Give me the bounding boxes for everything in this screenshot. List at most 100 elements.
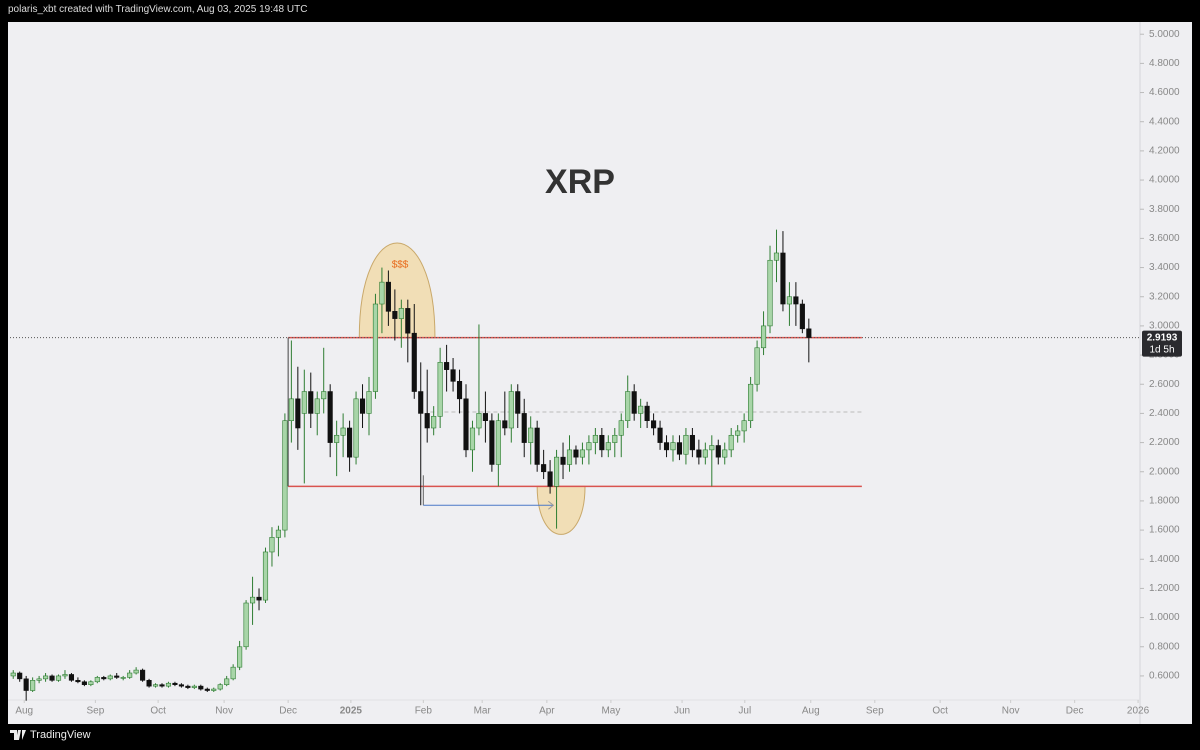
candle-body <box>198 685 204 690</box>
y-tick-label: 2.4000 <box>1149 408 1180 419</box>
y-tick-label: 4.4000 <box>1149 116 1180 127</box>
candle-body <box>547 471 553 487</box>
candle-body <box>469 427 476 451</box>
candle-body <box>211 688 217 691</box>
candle-body <box>101 677 107 680</box>
candle-body <box>793 296 799 305</box>
candle-body <box>379 281 385 305</box>
candle-body <box>534 427 540 465</box>
countdown-label: 1d 5h <box>1149 344 1174 355</box>
x-tick-label: Oct <box>932 706 948 717</box>
candle-body <box>185 685 191 688</box>
candle-body <box>495 420 501 465</box>
y-tick-label: 4.0000 <box>1149 175 1180 186</box>
candle-body <box>502 420 508 429</box>
candle-body <box>541 464 547 473</box>
highlight-zone <box>536 485 586 535</box>
x-tick-label: Dec <box>279 706 297 717</box>
x-tick-label: Feb <box>415 706 433 717</box>
candle-body <box>43 675 49 680</box>
candle-body <box>586 442 592 451</box>
candle-body <box>340 427 346 436</box>
candle-body <box>327 391 333 443</box>
last-price-label: 2.9193 <box>1147 332 1178 343</box>
x-tick-label: Sep <box>866 706 884 717</box>
candle-body <box>152 684 159 687</box>
candle-body <box>476 413 482 429</box>
candle-body <box>605 442 611 451</box>
x-tick-label: Jul <box>738 706 751 717</box>
candle-body <box>17 672 23 680</box>
y-tick-label: 1.2000 <box>1149 583 1180 594</box>
candle-body <box>566 449 573 465</box>
y-tick-label: 1.4000 <box>1149 554 1180 565</box>
plot: 0.6000 0.8000 1.0000 1.2000 1.4000 1.6000 1.80… <box>10 29 1180 717</box>
y-tick-label: 2.6000 <box>1149 379 1180 390</box>
candle-body <box>625 391 631 422</box>
candle-body <box>75 680 81 683</box>
candle-body <box>68 674 75 681</box>
candle-body <box>256 596 262 601</box>
footer: TradingView <box>10 729 91 741</box>
candle-body <box>140 669 146 681</box>
y-tick-label: 4.2000 <box>1149 146 1180 157</box>
candle-body <box>450 369 456 382</box>
x-tick-label: Nov <box>215 706 233 717</box>
brand-logo <box>10 730 26 740</box>
candle-body <box>405 308 411 334</box>
candle-body <box>786 296 792 305</box>
candle-body <box>301 391 307 414</box>
candle-body <box>418 391 424 414</box>
candle-body <box>748 383 754 422</box>
candle-body <box>618 420 624 436</box>
header: polaris_xbt created with TradingView.com… <box>8 4 308 15</box>
candle-body <box>359 398 366 414</box>
candle-body <box>754 347 760 385</box>
candle-body <box>444 362 450 370</box>
x-tick-label: 2026 <box>1127 706 1150 717</box>
y-tick-label: 1.6000 <box>1149 525 1180 536</box>
candle-body <box>10 672 16 677</box>
candle-body <box>773 252 780 261</box>
candle-body <box>308 391 314 414</box>
candle-body <box>392 311 398 319</box>
candle-body <box>631 391 637 414</box>
candle-body <box>334 434 340 443</box>
x-tick-label: 2025 <box>340 706 363 717</box>
candle-body <box>62 674 68 677</box>
candle-body <box>696 449 702 458</box>
candle-body <box>262 551 269 601</box>
candle-body <box>127 672 133 678</box>
y-tick-label: 4.8000 <box>1149 58 1180 69</box>
x-tick-label: Apr <box>539 706 555 717</box>
x-tick-label: Jun <box>674 706 690 717</box>
candle-body <box>411 332 417 392</box>
candle-body <box>463 398 469 451</box>
candle-body <box>657 427 663 443</box>
candle-body <box>224 678 230 685</box>
candle-body <box>114 675 120 678</box>
brand: TradingView <box>30 729 91 741</box>
candle-body <box>431 416 437 429</box>
candle-body <box>702 449 708 458</box>
candle-body <box>592 434 598 443</box>
candle-body <box>269 537 275 553</box>
candle-body <box>30 680 36 691</box>
candle-body <box>146 680 152 687</box>
candle-body <box>573 449 579 458</box>
candle-body <box>709 445 715 451</box>
candle-body <box>521 413 527 443</box>
candle-body <box>676 442 683 455</box>
candle-body <box>644 405 650 422</box>
candle-body <box>178 684 184 687</box>
candle-body <box>282 420 288 531</box>
candle-body <box>760 325 767 349</box>
candle-body <box>204 688 210 691</box>
candle-body <box>663 442 670 451</box>
candle-body <box>217 684 223 690</box>
candle-body <box>437 362 443 417</box>
candle-body <box>579 449 586 458</box>
candle-body <box>172 682 178 685</box>
